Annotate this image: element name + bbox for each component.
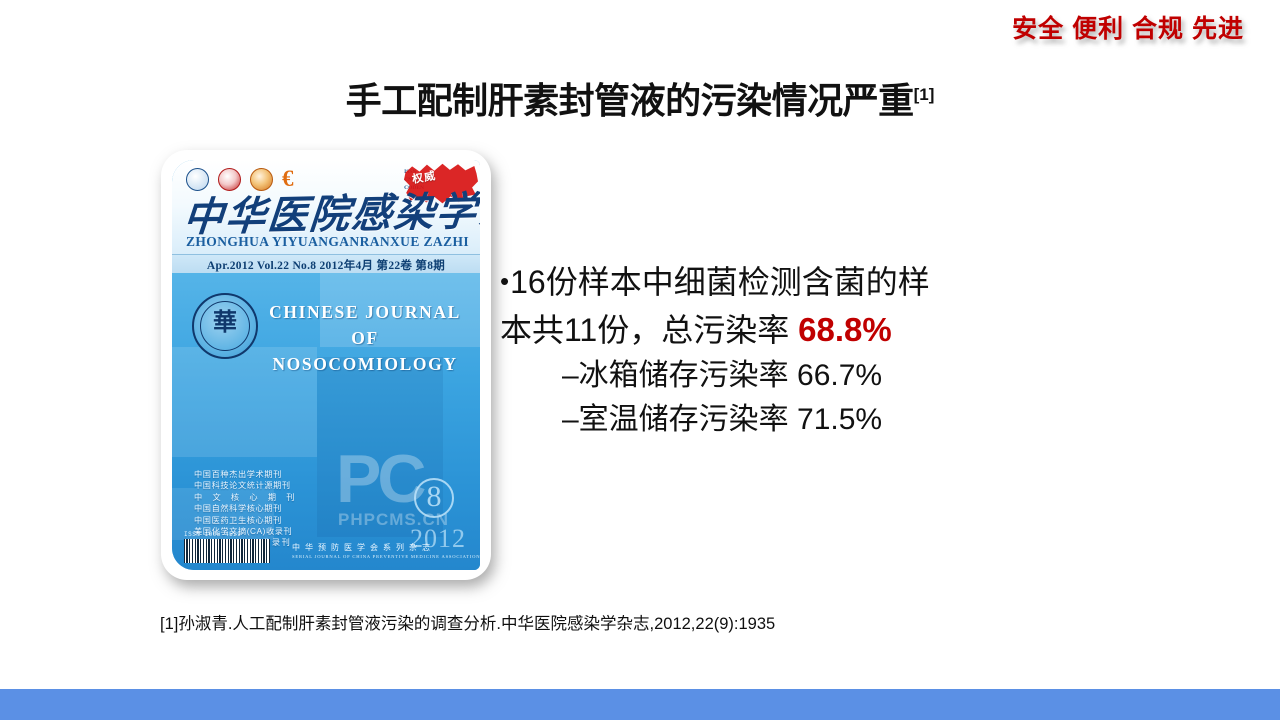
award-emblem-red-icon: [218, 168, 241, 191]
award-emblem-orange-icon: [250, 168, 273, 191]
award-emblem-icon: [186, 168, 209, 191]
cover-association-cn: 中华预防医学会系列杂志: [292, 543, 435, 552]
contamination-rate-highlight: 68.8%: [798, 311, 892, 348]
cover-issn-number: ISSN 1005-4529: [184, 531, 242, 538]
cover-english-title-line2: NOSOCOMIOLOGY: [272, 354, 458, 374]
cover-issue-line: Apr.2012 Vol.22 No.8 2012年4月 第22卷 第8期: [172, 254, 480, 274]
cover-pinyin-title: ZHONGHUA YIYUANGANRANXUE ZAZHI: [186, 234, 470, 249]
cover-award-item: 中国自然科学核心期刊: [194, 504, 282, 514]
journal-cover: € ISSNCNCODEN 权威 中华医院感染学杂志 ZHONGHUA YIYU…: [172, 160, 480, 570]
cover-color-band-a: [319, 273, 480, 347]
cover-association-logo-icon: 華: [192, 293, 258, 359]
bullet-sub-2: –室温储存污染率 71.5%: [562, 403, 883, 436]
barcode-icon: [184, 539, 270, 563]
cover-english-title-line1: CHINESE JOURNAL OF: [269, 302, 461, 348]
cover-watermark: PC PHPCMS.CN: [336, 441, 480, 556]
cover-body: 華 CHINESE JOURNAL OF NOSOCOMIOLOGY 中国百种杰…: [172, 273, 480, 570]
cover-association-en: SERIAL JOURNAL OF CHINA PREVENTIVE MEDIC…: [292, 554, 480, 559]
cover-color-band-d: [172, 488, 274, 540]
cover-masthead: € ISSNCNCODEN 权威 中华医院感染学杂志 ZHONGHUA YIYU…: [172, 160, 480, 274]
cover-award-item: 中国医药卫生核心期刊: [194, 515, 282, 525]
bullet-line-2: 本共11份，总污染率 68.8%: [500, 306, 1240, 354]
bullet-line-1: •16份样本中细菌检测含菌的样: [500, 258, 1240, 306]
cover-color-band-b: [172, 347, 317, 457]
cover-award-item: 美国化学文摘(CA)收录刊: [194, 527, 293, 537]
cover-english-title: CHINESE JOURNAL OF NOSOCOMIOLOGY: [258, 299, 472, 377]
cover-year: 2012: [410, 524, 466, 553]
journal-cover-image: € ISSNCNCODEN 权威 中华医院感染学杂志 ZHONGHUA YIYU…: [161, 150, 491, 580]
citation-footnote: [1]孙淑青.人工配制肝素封管液污染的调查分析.中华医院感染学杂志,2012,2…: [160, 615, 776, 633]
cover-emblem-row: €: [186, 165, 306, 191]
slide-bottom-bar: [0, 689, 1280, 720]
page-title-reference: [1]: [913, 85, 935, 104]
slide-tagline: 安全 便利 合规 先进: [1012, 15, 1244, 43]
cover-issue-number: 8: [414, 478, 454, 518]
cover-award-seal-icon: 权威: [404, 162, 478, 206]
euro-e-icon: €: [282, 165, 294, 191]
cover-logo-glyph: 華: [213, 310, 237, 336]
cover-watermark-logo: PC: [336, 441, 426, 517]
cover-footer: ISSN 1005-4529 中华预防医学会系列杂志 SERIAL JOURNA…: [172, 530, 480, 570]
cover-award-item: 中国百种杰出学术期刊: [194, 470, 282, 479]
bullet-sub-1: –冰箱储存污染率 66.7%: [562, 359, 883, 392]
page-title: 手工配制肝素封管液的污染情况严重[1]: [0, 72, 1280, 124]
cover-award-item: 中国科技论文统计源期刊: [194, 481, 291, 491]
page-title-text: 手工配制肝素封管液的污染情况严重: [345, 80, 915, 121]
content-body: •16份样本中细菌检测含菌的样 本共11份，总污染率 68.8% –冰箱储存污染…: [500, 258, 1240, 442]
bullet-line-2-text: 本共11份，总污染率: [500, 312, 799, 348]
bullet-glyph-icon: •: [500, 266, 510, 296]
cover-watermark-text: PHPCMS.CN: [338, 510, 450, 529]
cover-award-item: 中 文 核 心 期 刊: [194, 492, 299, 502]
bullet-line-1-text: 16份样本中细菌检测含菌的样: [510, 264, 930, 300]
